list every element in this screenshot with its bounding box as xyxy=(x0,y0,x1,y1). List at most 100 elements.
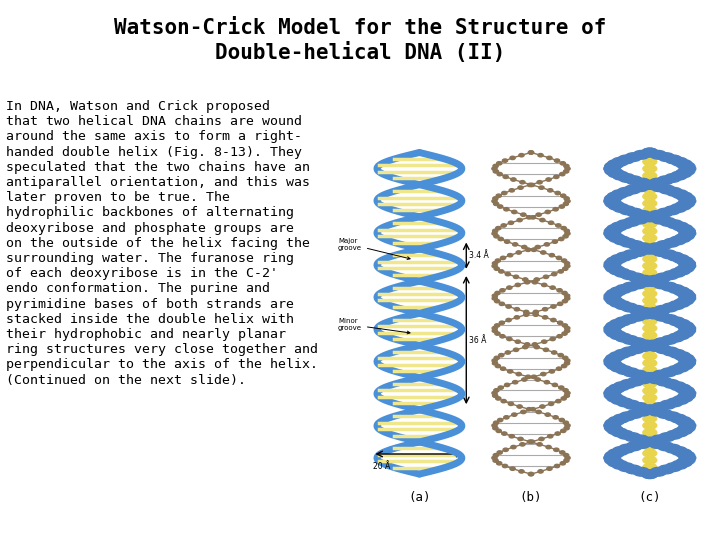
Circle shape xyxy=(605,419,621,428)
Circle shape xyxy=(608,458,624,467)
Circle shape xyxy=(643,311,657,318)
Circle shape xyxy=(623,250,639,259)
Circle shape xyxy=(531,215,536,219)
Circle shape xyxy=(606,264,622,273)
Circle shape xyxy=(615,301,631,309)
Circle shape xyxy=(564,362,570,365)
Circle shape xyxy=(620,238,636,247)
Circle shape xyxy=(605,199,621,208)
Circle shape xyxy=(560,161,565,165)
Circle shape xyxy=(506,305,511,308)
Circle shape xyxy=(665,155,682,164)
Circle shape xyxy=(609,319,626,328)
Circle shape xyxy=(510,446,516,449)
Circle shape xyxy=(643,373,657,381)
Circle shape xyxy=(675,169,692,178)
Circle shape xyxy=(564,197,570,200)
Circle shape xyxy=(526,215,531,219)
Circle shape xyxy=(564,261,570,265)
Circle shape xyxy=(635,407,651,416)
Circle shape xyxy=(663,238,680,247)
Text: 36 Å: 36 Å xyxy=(469,335,486,345)
Circle shape xyxy=(523,310,528,314)
Circle shape xyxy=(670,236,686,245)
Circle shape xyxy=(646,310,662,319)
Circle shape xyxy=(500,367,505,370)
Circle shape xyxy=(563,234,568,238)
Circle shape xyxy=(680,389,696,397)
Circle shape xyxy=(643,429,657,436)
Circle shape xyxy=(513,381,518,384)
Circle shape xyxy=(503,175,508,179)
Circle shape xyxy=(510,467,516,470)
Circle shape xyxy=(605,451,621,460)
Circle shape xyxy=(562,356,568,360)
Circle shape xyxy=(519,153,524,157)
Circle shape xyxy=(674,266,690,275)
Circle shape xyxy=(513,275,518,279)
Circle shape xyxy=(675,449,692,457)
Circle shape xyxy=(604,292,621,300)
Circle shape xyxy=(643,463,657,471)
Circle shape xyxy=(498,386,503,389)
Circle shape xyxy=(654,306,670,314)
Circle shape xyxy=(674,299,690,307)
Circle shape xyxy=(565,232,570,235)
Circle shape xyxy=(555,191,560,195)
Circle shape xyxy=(503,448,508,451)
Circle shape xyxy=(608,234,625,242)
Circle shape xyxy=(531,408,536,411)
Circle shape xyxy=(622,282,639,291)
Circle shape xyxy=(605,167,621,176)
Circle shape xyxy=(522,245,527,249)
Circle shape xyxy=(652,370,669,379)
Circle shape xyxy=(523,313,528,316)
Text: (c): (c) xyxy=(639,491,661,504)
Circle shape xyxy=(542,316,548,319)
Circle shape xyxy=(643,227,657,235)
Circle shape xyxy=(675,384,691,393)
Circle shape xyxy=(495,259,500,262)
Circle shape xyxy=(649,440,665,448)
Circle shape xyxy=(652,403,668,411)
Circle shape xyxy=(672,222,689,231)
Circle shape xyxy=(564,427,570,430)
Circle shape xyxy=(608,160,624,168)
Circle shape xyxy=(500,256,505,260)
Circle shape xyxy=(636,342,653,351)
Circle shape xyxy=(639,245,655,254)
Circle shape xyxy=(507,338,512,341)
Circle shape xyxy=(508,221,513,225)
Circle shape xyxy=(532,343,537,346)
Circle shape xyxy=(541,373,546,376)
Circle shape xyxy=(657,409,673,418)
Circle shape xyxy=(564,329,570,333)
Circle shape xyxy=(523,278,528,281)
Circle shape xyxy=(679,324,696,333)
Circle shape xyxy=(507,286,512,289)
Circle shape xyxy=(673,331,690,340)
Circle shape xyxy=(516,251,521,254)
Circle shape xyxy=(492,424,497,427)
Circle shape xyxy=(549,221,554,225)
Circle shape xyxy=(528,472,534,476)
Circle shape xyxy=(559,451,565,454)
Circle shape xyxy=(667,252,684,261)
Circle shape xyxy=(557,289,562,292)
Circle shape xyxy=(640,405,657,414)
Circle shape xyxy=(624,218,640,226)
Circle shape xyxy=(604,359,621,367)
Circle shape xyxy=(604,454,620,462)
Circle shape xyxy=(678,162,695,171)
Circle shape xyxy=(546,467,552,470)
Circle shape xyxy=(492,265,498,268)
Circle shape xyxy=(668,285,684,293)
Circle shape xyxy=(664,412,680,421)
Circle shape xyxy=(643,269,657,276)
Circle shape xyxy=(665,444,681,453)
Circle shape xyxy=(558,270,563,273)
Circle shape xyxy=(643,165,657,172)
Circle shape xyxy=(564,297,570,300)
Circle shape xyxy=(613,414,629,423)
Circle shape xyxy=(677,361,693,370)
